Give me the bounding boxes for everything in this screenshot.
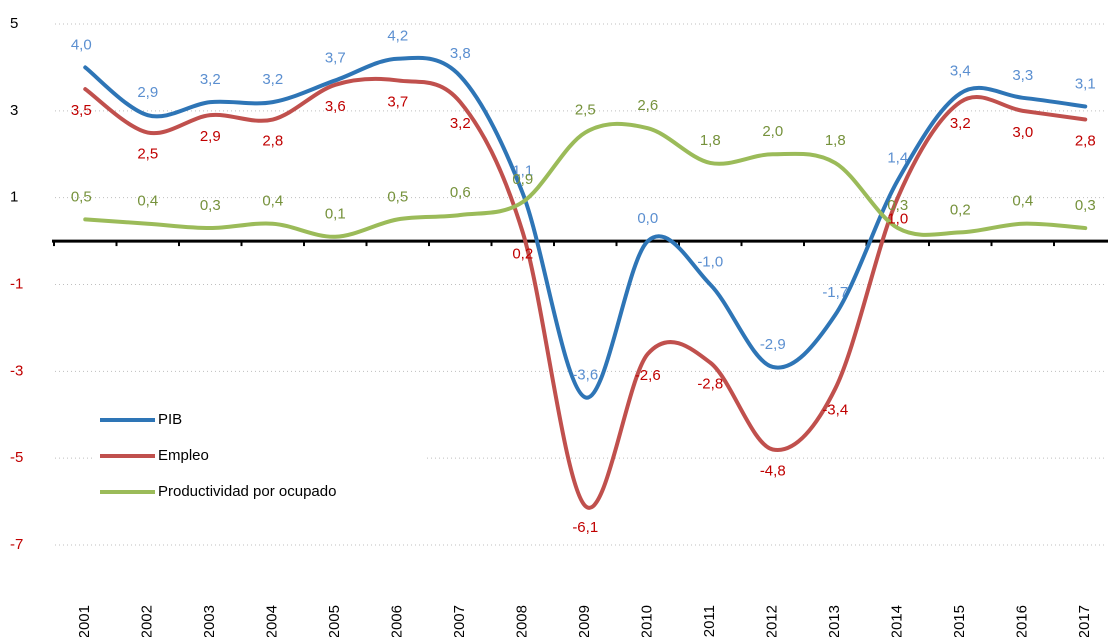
data-label: 3,5 <box>71 102 92 119</box>
x-tick-label: 2001 <box>76 605 93 637</box>
data-label: 3,7 <box>387 93 408 110</box>
y-tick-label: -5 <box>10 449 23 466</box>
data-label: 1,8 <box>700 132 721 149</box>
y-tick-label: 3 <box>10 102 18 119</box>
y-tick-label: -3 <box>10 362 23 379</box>
data-label: 2,9 <box>137 84 158 101</box>
x-tick-label: 2002 <box>139 605 156 637</box>
data-label: 3,2 <box>200 71 221 88</box>
legend-label: Productividad por ocupado <box>158 483 336 500</box>
x-tick-label: 2008 <box>514 605 531 637</box>
data-label: 0,3 <box>1075 197 1096 214</box>
x-tick-label: 2015 <box>951 605 968 637</box>
data-label: -1,7 <box>822 284 848 301</box>
data-label: 3,2 <box>950 115 971 132</box>
data-label: 2,5 <box>137 146 158 163</box>
y-tick-label: -1 <box>10 275 23 292</box>
data-label: 0,0 <box>637 210 658 227</box>
y-tick-label: 5 <box>10 15 18 32</box>
x-tick-label: II T. 2017 <box>1076 605 1093 637</box>
data-label: -4,8 <box>760 462 786 479</box>
data-label: 2,8 <box>1075 132 1096 149</box>
x-tick-label: 2003 <box>201 605 218 637</box>
series-line <box>83 76 1088 510</box>
x-tick-label: 2004 <box>264 605 281 637</box>
data-label: -3,6 <box>572 366 598 383</box>
data-label: -6,1 <box>572 519 598 536</box>
data-label: -3,4 <box>822 402 848 419</box>
data-label: 2,8 <box>262 132 283 149</box>
legend-label: PIB <box>158 411 182 428</box>
data-label: 3,7 <box>325 49 346 66</box>
data-label: 2,6 <box>637 97 658 114</box>
data-label: -1,0 <box>697 253 723 270</box>
x-tick-label: 2013 <box>826 605 843 637</box>
x-tick-label: 2014 <box>889 605 906 637</box>
data-label: 3,2 <box>262 71 283 88</box>
data-label: 0,4 <box>1012 193 1033 210</box>
data-label: 0,1 <box>325 206 346 223</box>
data-label: 2,0 <box>762 123 783 140</box>
data-label: 4,2 <box>387 28 408 45</box>
legend-box <box>95 406 425 512</box>
data-label: -2,9 <box>760 336 786 353</box>
data-label: 0,2 <box>950 201 971 218</box>
data-label: 3,2 <box>450 115 471 132</box>
x-tick-label: 2010 <box>639 605 656 637</box>
data-label: 3,3 <box>1012 67 1033 84</box>
x-tick-label: 2016 <box>1014 605 1031 637</box>
data-label: 0,3 <box>200 197 221 214</box>
x-tick-label: 2006 <box>389 605 406 637</box>
data-label: 0,3 <box>887 197 908 214</box>
x-tick-label: 2011 <box>701 605 718 637</box>
data-label: 0,4 <box>262 193 283 210</box>
x-tick-label: 2005 <box>326 605 343 637</box>
data-label: 3,1 <box>1075 75 1096 92</box>
data-label: -2,6 <box>635 367 661 384</box>
y-tick-label: -7 <box>10 536 23 553</box>
series-line <box>83 55 1088 400</box>
data-label: 3,4 <box>950 62 971 79</box>
data-label: 2,9 <box>200 128 221 145</box>
data-label: 1,8 <box>825 132 846 149</box>
series-line <box>83 121 1088 239</box>
data-label: 0,5 <box>387 188 408 205</box>
data-label: 3,8 <box>450 45 471 62</box>
data-label: 0,9 <box>512 171 533 188</box>
data-label: 0,6 <box>450 184 471 201</box>
x-tick-label: 2012 <box>764 605 781 637</box>
data-label: 1,0 <box>887 211 908 228</box>
y-tick-label: 1 <box>10 189 18 206</box>
data-label: 4,0 <box>71 36 92 53</box>
data-label: 3,0 <box>1012 124 1033 141</box>
x-tick-label: 2009 <box>576 605 593 637</box>
data-label: -2,8 <box>697 376 723 393</box>
data-label: 0,2 <box>512 245 533 262</box>
data-label: 1,4 <box>887 149 908 166</box>
data-label: 0,5 <box>71 188 92 205</box>
data-label: 3,6 <box>325 98 346 115</box>
legend-label: Empleo <box>158 447 209 464</box>
x-tick-label: 2007 <box>451 605 468 637</box>
data-label: 1,1 <box>512 162 533 179</box>
data-label: 2,5 <box>575 102 596 119</box>
data-label: 0,4 <box>137 193 158 210</box>
